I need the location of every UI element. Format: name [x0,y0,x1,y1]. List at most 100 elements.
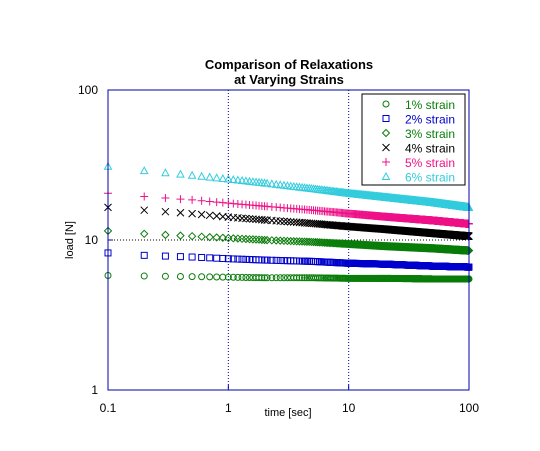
data-point [224,255,232,263]
data-point [205,232,214,242]
data-point [205,172,215,181]
data-point [315,238,324,247]
data-point [161,272,169,280]
chart-title-line-1: Comparison of Relaxations [205,57,373,72]
data-point [292,237,301,246]
data-point [140,192,149,201]
data-point [140,251,148,259]
data-point [276,274,284,282]
data-point [263,274,271,282]
data-point [260,216,269,224]
data-point [212,212,221,220]
data-point [205,197,214,206]
data-point [262,178,272,187]
data-point [272,256,280,264]
data-point [206,273,214,281]
data-point [176,253,184,261]
data-point [213,273,221,281]
data-point [238,255,246,263]
data-point [161,252,169,260]
data-point [197,210,206,219]
data-point [176,195,185,204]
data-point [268,256,276,264]
data-point [188,273,196,281]
data-point [249,215,257,223]
y-tick-label: 1 [91,383,98,397]
data-point [237,175,247,185]
data-point [245,214,254,223]
data-point [289,237,299,246]
data-point [234,255,242,263]
legend-label: 4% strain [405,142,455,156]
data-point [313,238,322,247]
series-5 [104,189,473,228]
data-point [286,236,295,246]
data-point [258,274,266,282]
data-point [313,274,321,282]
data-point [234,273,242,281]
series-3 [103,226,474,255]
legend-label: 2% strain [405,113,455,127]
data-point [140,272,148,280]
legend-label: 1% strain [405,98,455,112]
data-point [197,232,206,241]
data-point [188,253,196,261]
data-point [228,175,238,184]
data-point [251,235,261,244]
data-point [213,254,221,262]
data-point [139,166,149,175]
data-point [198,273,206,281]
data-point [161,168,170,177]
legend-box [361,93,466,186]
data-point [187,231,197,241]
data-point [267,179,277,188]
data-point [272,274,280,282]
data-point [176,169,185,178]
data-point [257,235,267,245]
data-point [303,274,311,282]
data-point [140,229,149,238]
data-point [293,274,301,282]
data-point [140,206,149,215]
data-point [218,173,228,182]
data-point [283,236,292,246]
y-tick-label: 100 [78,83,98,97]
data-points [103,161,474,283]
data-point [238,214,246,223]
data-point [197,171,206,180]
data-point [188,209,196,218]
x-tick-label: 1 [225,401,232,415]
data-point [248,235,258,244]
data-point [309,257,317,265]
data-point [286,217,295,226]
data-point [276,217,285,225]
data-point [260,235,269,245]
data-point [268,274,276,282]
legend-marker [381,171,391,180]
data-point [246,274,254,282]
legend-label: 5% strain [405,156,455,170]
data-point [301,274,309,282]
series-6 [103,161,474,211]
data-point [283,217,292,226]
legend-marker [381,128,391,138]
legend-label: 3% strain [405,127,455,141]
data-point [188,195,197,204]
data-point [229,273,237,281]
legend-marker [382,100,390,108]
data-point [187,170,197,179]
data-point [229,255,237,263]
data-point [307,257,315,265]
data-point [276,236,285,245]
legend-label: 6% strain [405,171,455,185]
legend-marker [382,115,390,122]
data-point [198,253,206,261]
series-2 [104,249,473,271]
series-4 [104,203,473,241]
data-point [242,255,250,263]
data-point [205,211,214,220]
data-point [238,273,246,281]
data-point [242,214,250,223]
data-point [295,274,303,282]
